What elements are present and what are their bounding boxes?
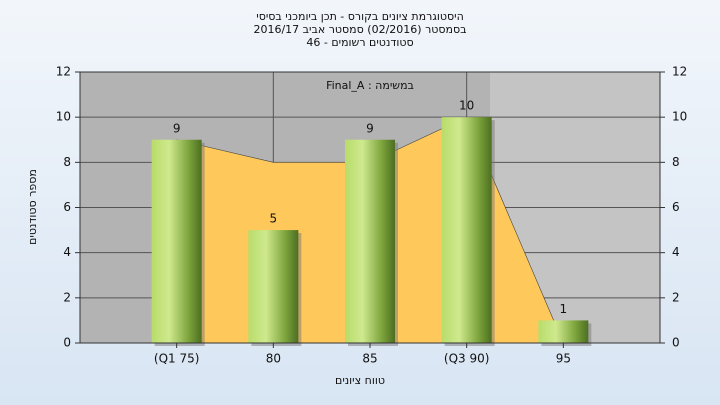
- data-label: 10: [459, 99, 474, 113]
- y-tick-label: 8: [63, 155, 71, 169]
- y-axis-label: מספר סטודנטים: [26, 169, 39, 245]
- x-tick-label: 85: [362, 352, 377, 366]
- y-tick-label: 6: [63, 200, 71, 214]
- y-tick-label: 12: [56, 65, 71, 79]
- data-label: 5: [270, 212, 278, 226]
- y2-tick-label: 12: [672, 65, 687, 79]
- x-tick-label: (Q3 90): [444, 352, 490, 366]
- y-tick-label: 10: [56, 110, 71, 124]
- y2-tick-label: 10: [672, 110, 687, 124]
- x-axis-label: טווח ציונים: [335, 374, 385, 387]
- y2-tick-label: 8: [672, 155, 680, 169]
- x-tick-label: 95: [556, 352, 571, 366]
- x-tick-label: (Q1 75): [154, 352, 200, 366]
- bar: [345, 139, 395, 343]
- y2-tick-label: 6: [672, 200, 680, 214]
- bar: [538, 320, 589, 343]
- chart-title: היסטוגרמת ציונים בקורס - תכן ביומכני בסי…: [256, 10, 464, 23]
- bar: [441, 117, 492, 344]
- y-tick-label: 0: [63, 336, 71, 350]
- chart-subtitle: בסמסטר (02/2016) סמסטר אביב 2016/17: [253, 23, 466, 36]
- chart-subtitle: סטודנטים רשומים - 46: [306, 36, 413, 49]
- data-label: 1: [560, 302, 568, 316]
- y2-tick-label: 2: [672, 290, 680, 304]
- y-tick-label: 4: [63, 245, 71, 259]
- bar: [248, 230, 299, 343]
- data-label: 9: [366, 121, 374, 135]
- data-label: 9: [173, 121, 181, 135]
- bar: [151, 139, 202, 343]
- y-tick-label: 2: [63, 290, 71, 304]
- y2-tick-label: 4: [672, 245, 680, 259]
- x-tick-label: 80: [266, 352, 281, 366]
- y2-tick-label: 0: [672, 336, 680, 350]
- annotation: במשימה : Final_A: [326, 79, 414, 92]
